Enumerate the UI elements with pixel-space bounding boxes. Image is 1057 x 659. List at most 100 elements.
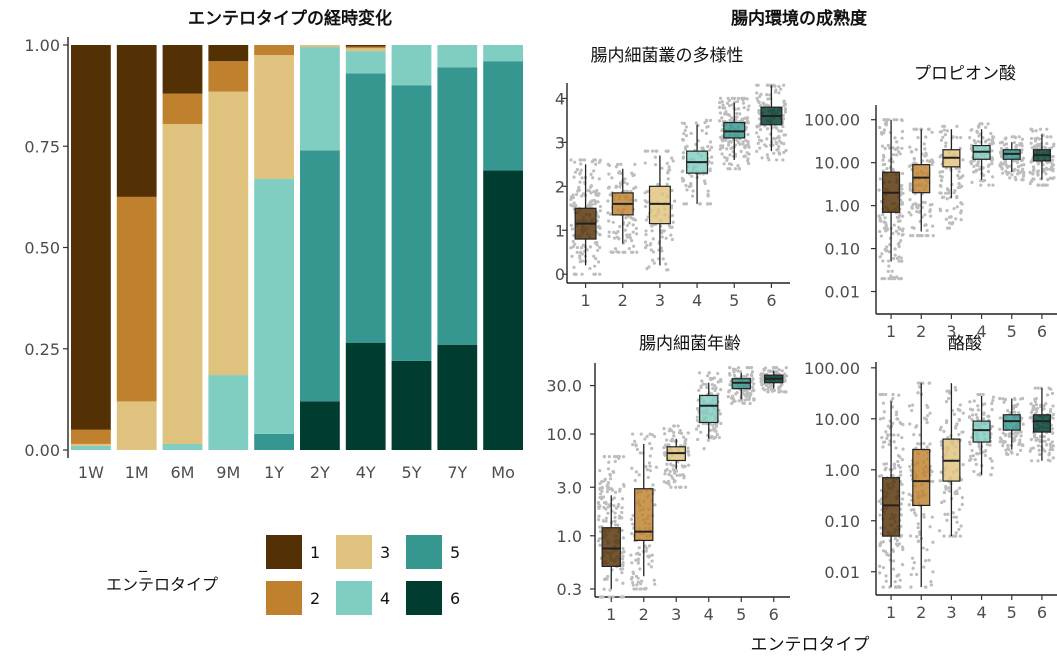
jitter-point bbox=[648, 469, 652, 473]
jitter-point bbox=[1029, 459, 1034, 463]
jitter-point bbox=[894, 585, 898, 589]
jitter-point bbox=[1006, 443, 1010, 447]
jitter-point bbox=[892, 559, 896, 563]
jitter-point bbox=[784, 366, 788, 370]
diversity-panel-title: 腸内細菌叢の多様性 bbox=[591, 46, 744, 66]
jitter-point bbox=[1012, 135, 1016, 139]
jitter-point bbox=[721, 106, 725, 110]
jitter-point bbox=[621, 557, 625, 561]
jitter-point bbox=[710, 161, 714, 165]
jitter-point bbox=[1049, 135, 1053, 139]
jitter-point bbox=[765, 137, 769, 141]
jitter-point bbox=[1044, 172, 1048, 176]
jitter-point bbox=[614, 165, 618, 169]
y-tick-label: 1.00 bbox=[824, 461, 860, 480]
jitter-point bbox=[575, 245, 580, 250]
jitter-point bbox=[1031, 165, 1036, 169]
y-tick-label: 10.00 bbox=[814, 410, 860, 429]
jitter-point bbox=[764, 144, 768, 148]
jitter-point bbox=[654, 465, 659, 469]
jitter-point bbox=[635, 583, 639, 587]
jitter-point bbox=[940, 500, 944, 505]
jitter-point bbox=[683, 438, 687, 443]
jitter-point bbox=[1006, 446, 1010, 450]
jitter-point bbox=[1002, 143, 1006, 147]
jitter-point bbox=[901, 491, 905, 495]
jitter-point bbox=[972, 399, 976, 403]
jitter-point bbox=[912, 560, 916, 565]
jitter-point bbox=[931, 234, 935, 238]
jitter-point bbox=[636, 580, 640, 584]
jitter-point bbox=[900, 187, 904, 191]
jitter-point bbox=[636, 576, 640, 580]
jitter-point bbox=[708, 140, 713, 144]
jitter-point bbox=[593, 272, 597, 276]
jitter-point bbox=[973, 458, 977, 462]
jitter-point bbox=[617, 502, 621, 507]
jitter-point bbox=[955, 422, 959, 427]
jitter-point bbox=[580, 259, 585, 263]
jitter-point bbox=[944, 485, 948, 489]
jitter-point bbox=[968, 458, 972, 462]
jitter-point bbox=[882, 128, 887, 132]
jitter-point bbox=[942, 429, 946, 433]
jitter-point bbox=[647, 562, 651, 566]
jitter-point bbox=[714, 424, 719, 428]
jitter-point bbox=[1045, 141, 1049, 146]
legend-swatch bbox=[406, 581, 442, 615]
jitter-point bbox=[632, 587, 636, 591]
jitter-point bbox=[879, 234, 883, 238]
jitter-point bbox=[942, 124, 947, 128]
jitter-point bbox=[939, 440, 944, 444]
x-tick-label: 2 bbox=[916, 603, 926, 622]
x-tick-label: 5 bbox=[1007, 322, 1017, 341]
jitter-point bbox=[877, 474, 882, 478]
jitter-point bbox=[878, 564, 882, 568]
jitter-point bbox=[633, 439, 637, 443]
y-tick-label: 0.10 bbox=[824, 512, 860, 531]
jitter-point bbox=[613, 511, 617, 515]
jitter-point bbox=[975, 163, 979, 167]
jitter-point bbox=[623, 177, 627, 181]
jitter-point bbox=[877, 188, 881, 192]
jitter-point bbox=[742, 106, 746, 110]
jitter-point bbox=[925, 159, 930, 163]
jitter-point bbox=[736, 164, 740, 168]
jitter-point bbox=[1007, 434, 1012, 438]
jitter-point bbox=[961, 158, 965, 162]
jitter-point bbox=[728, 383, 732, 387]
jitter-point bbox=[730, 96, 734, 100]
jitter-point bbox=[1050, 391, 1055, 396]
jitter-point bbox=[925, 403, 929, 408]
jitter-point bbox=[750, 385, 755, 389]
bar-segment bbox=[162, 123, 203, 444]
jitter-point bbox=[623, 239, 628, 243]
jitter-point bbox=[783, 108, 788, 112]
jitter-point bbox=[1043, 145, 1047, 149]
jitter-point bbox=[939, 138, 944, 142]
jitter-point bbox=[670, 213, 675, 218]
jitter-point bbox=[1015, 452, 1019, 457]
jitter-point bbox=[756, 99, 760, 103]
jitter-point bbox=[708, 118, 713, 122]
bar-segment bbox=[483, 45, 523, 62]
jitter-point bbox=[636, 558, 640, 563]
jitter-point bbox=[746, 142, 750, 146]
jitter-point bbox=[725, 156, 729, 161]
jitter-point bbox=[928, 525, 932, 529]
jitter-point bbox=[883, 277, 887, 281]
jitter-point bbox=[1034, 438, 1038, 442]
jitter-point bbox=[664, 236, 668, 240]
jitter-point bbox=[616, 455, 620, 459]
jitter-point bbox=[1049, 407, 1053, 412]
jitter-point bbox=[635, 447, 639, 451]
jitter-point bbox=[650, 559, 654, 563]
jitter-point bbox=[901, 545, 905, 549]
jitter-point bbox=[644, 229, 648, 233]
jitter-point bbox=[663, 469, 668, 473]
jitter-point bbox=[1011, 404, 1016, 408]
jitter-point bbox=[725, 101, 730, 105]
bar-segment bbox=[71, 445, 111, 450]
jitter-point bbox=[667, 429, 672, 433]
jitter-point bbox=[1014, 405, 1018, 409]
